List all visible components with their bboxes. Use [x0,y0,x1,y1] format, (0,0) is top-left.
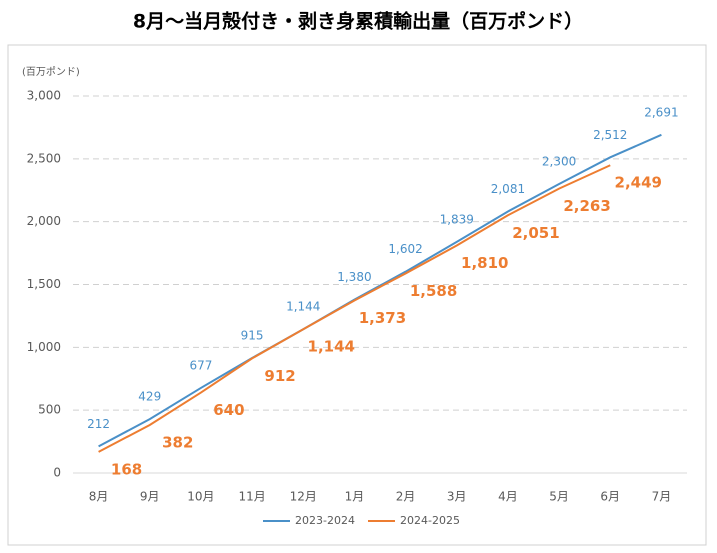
x-tick-label: 11月 [238,490,265,504]
data-label: 1,602 [388,242,422,256]
y-tick-label: 1,500 [27,277,61,291]
x-tick-label: 12月 [290,490,317,504]
chart-title: 8月～当月殻付き・剥き身累積輸出量（百万ポンド） [133,10,583,33]
data-label: 212 [87,417,110,431]
data-label: 1,373 [359,309,406,327]
data-label: 677 [189,358,212,372]
data-label: 1,380 [337,270,371,284]
data-label: 1,839 [440,212,474,226]
y-tick-label: 2,000 [27,214,61,228]
data-label: 2,512 [593,128,627,142]
x-tick-label: 1月 [345,490,365,504]
data-label: 2,691 [644,105,678,119]
data-label: 912 [264,367,295,385]
y-tick-label: 1,000 [27,340,61,354]
x-tick-label: 7月 [652,490,672,504]
y-tick-label: 500 [38,403,61,417]
series-line [98,164,611,453]
data-label: 382 [162,433,193,451]
data-label: 2,263 [563,197,610,215]
x-tick-label: 4月 [498,490,518,504]
data-label: 1,144 [286,300,320,314]
data-label: 1,810 [461,254,508,272]
data-label: 2,051 [512,224,559,242]
y-tick-label: 2,500 [27,151,61,165]
x-tick-label: 5月 [549,490,569,504]
data-label: 168 [111,460,142,478]
data-label: 915 [241,329,264,343]
x-tick-label: 2月 [396,490,416,504]
x-tick-label: 10月 [187,490,214,504]
series-line [98,133,662,448]
data-label: 1,588 [410,282,457,300]
y-axis-label: (百万ポンド) [22,66,80,78]
x-tick-label: 3月 [447,490,467,504]
data-label: 1,144 [308,338,355,356]
legend-label: 2024-2025 [400,514,460,527]
y-tick-label: 3,000 [27,89,61,103]
chart-frame [7,44,707,546]
data-label: 429 [138,390,161,404]
data-label: 2,300 [542,154,576,168]
x-tick-label: 6月 [600,490,620,504]
y-tick-label: 0 [53,466,61,480]
data-label: 2,081 [491,182,525,196]
data-label: 640 [213,401,244,419]
data-label: 2,449 [615,174,662,192]
x-tick-label: 9月 [140,490,160,504]
x-tick-label: 8月 [89,490,109,504]
legend-label: 2023-2024 [295,514,355,527]
